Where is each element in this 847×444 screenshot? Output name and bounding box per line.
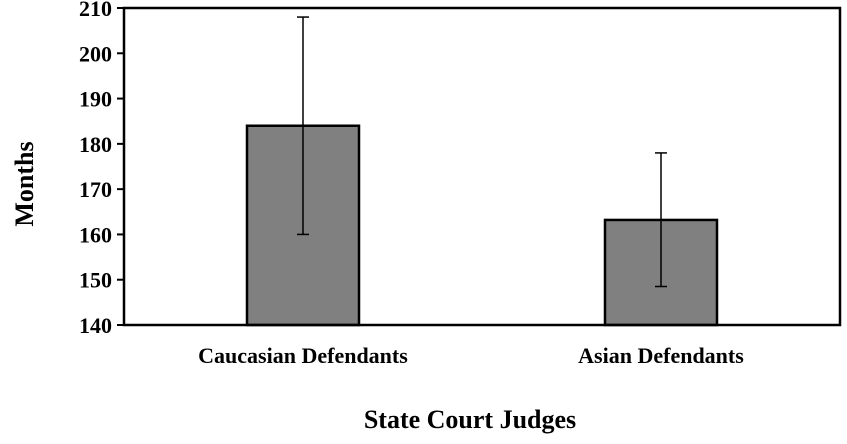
x-category-label: Caucasian Defendants — [198, 343, 408, 368]
y-tick-label: 170 — [79, 177, 112, 202]
y-tick-label: 180 — [79, 132, 112, 157]
x-category-label: Asian Defendants — [578, 343, 744, 368]
y-axis-title: Months — [10, 141, 39, 226]
y-tick-label: 140 — [79, 313, 112, 338]
y-tick-label: 150 — [79, 268, 112, 293]
y-tick-label: 210 — [79, 0, 112, 21]
y-tick-label: 190 — [79, 87, 112, 112]
y-tick-label: 160 — [79, 222, 112, 247]
y-tick-label: 200 — [79, 41, 112, 66]
plot-frame — [122, 6, 842, 327]
x-axis-title: State Court Judges — [364, 405, 576, 434]
